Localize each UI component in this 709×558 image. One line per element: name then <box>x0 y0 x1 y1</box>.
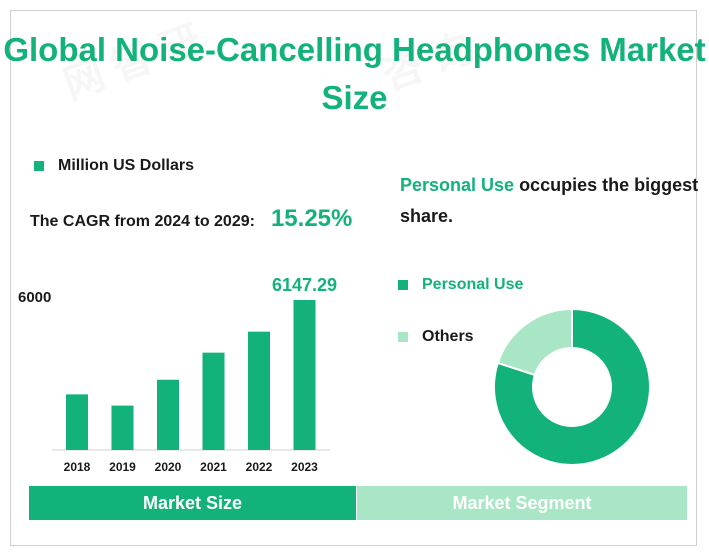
x-tick-label: 2021 <box>200 460 227 474</box>
headline-highlight: Personal Use <box>400 175 515 195</box>
segment-headline: Personal Use occupies the biggest share. <box>400 170 700 232</box>
bar <box>248 331 270 450</box>
legend-swatch <box>34 161 44 171</box>
x-tick-label: 2019 <box>109 460 136 474</box>
bar <box>157 379 179 450</box>
legend-swatch-others <box>398 332 408 342</box>
pie-legend-personal: Personal Use <box>398 276 523 294</box>
legend-unit-label: Million US Dollars <box>58 157 195 174</box>
tab-market-segment-label: Market Segment <box>452 492 592 513</box>
page-title: Global Noise-Cancelling Headphones Marke… <box>3 31 706 116</box>
bar <box>66 394 88 450</box>
y-axis-label: 6000 <box>18 289 52 306</box>
cagr-label: The CAGR from 2024 to 2029: <box>30 213 255 230</box>
cagr-row: The CAGR from 2024 to 2029: 15.25% <box>30 205 352 233</box>
x-tick-label: 2022 <box>246 460 273 474</box>
legend-swatch-personal <box>398 280 408 290</box>
x-tick-label: 2020 <box>155 460 182 474</box>
x-tick-label: 2018 <box>64 460 91 474</box>
donut-slice <box>496 307 573 377</box>
pie-legend-label: Others <box>422 328 474 345</box>
tab-market-size-label: Market Size <box>142 492 243 513</box>
tab-market-segment[interactable]: Market Segment <box>357 486 687 520</box>
bar <box>293 300 316 450</box>
donut-chart <box>493 307 651 466</box>
bar-legend: Million US Dollars <box>34 157 194 175</box>
donut-slice <box>493 307 651 466</box>
bar <box>111 405 134 450</box>
tab-market-size[interactable]: Market Size <box>29 486 356 520</box>
headline-rest: occupies the biggest share. <box>400 175 699 226</box>
pie-legend-others: Others <box>398 328 474 346</box>
pie-legend-label: Personal Use <box>422 276 524 293</box>
bar <box>202 352 225 450</box>
bar-chart: 2018 2019 2020 2021 2022 2023 6147.29 <box>52 275 337 474</box>
data-label: 6147.29 <box>272 275 337 295</box>
cagr-value: 15.25% <box>270 205 353 232</box>
x-tick-label: 2023 <box>291 460 318 474</box>
